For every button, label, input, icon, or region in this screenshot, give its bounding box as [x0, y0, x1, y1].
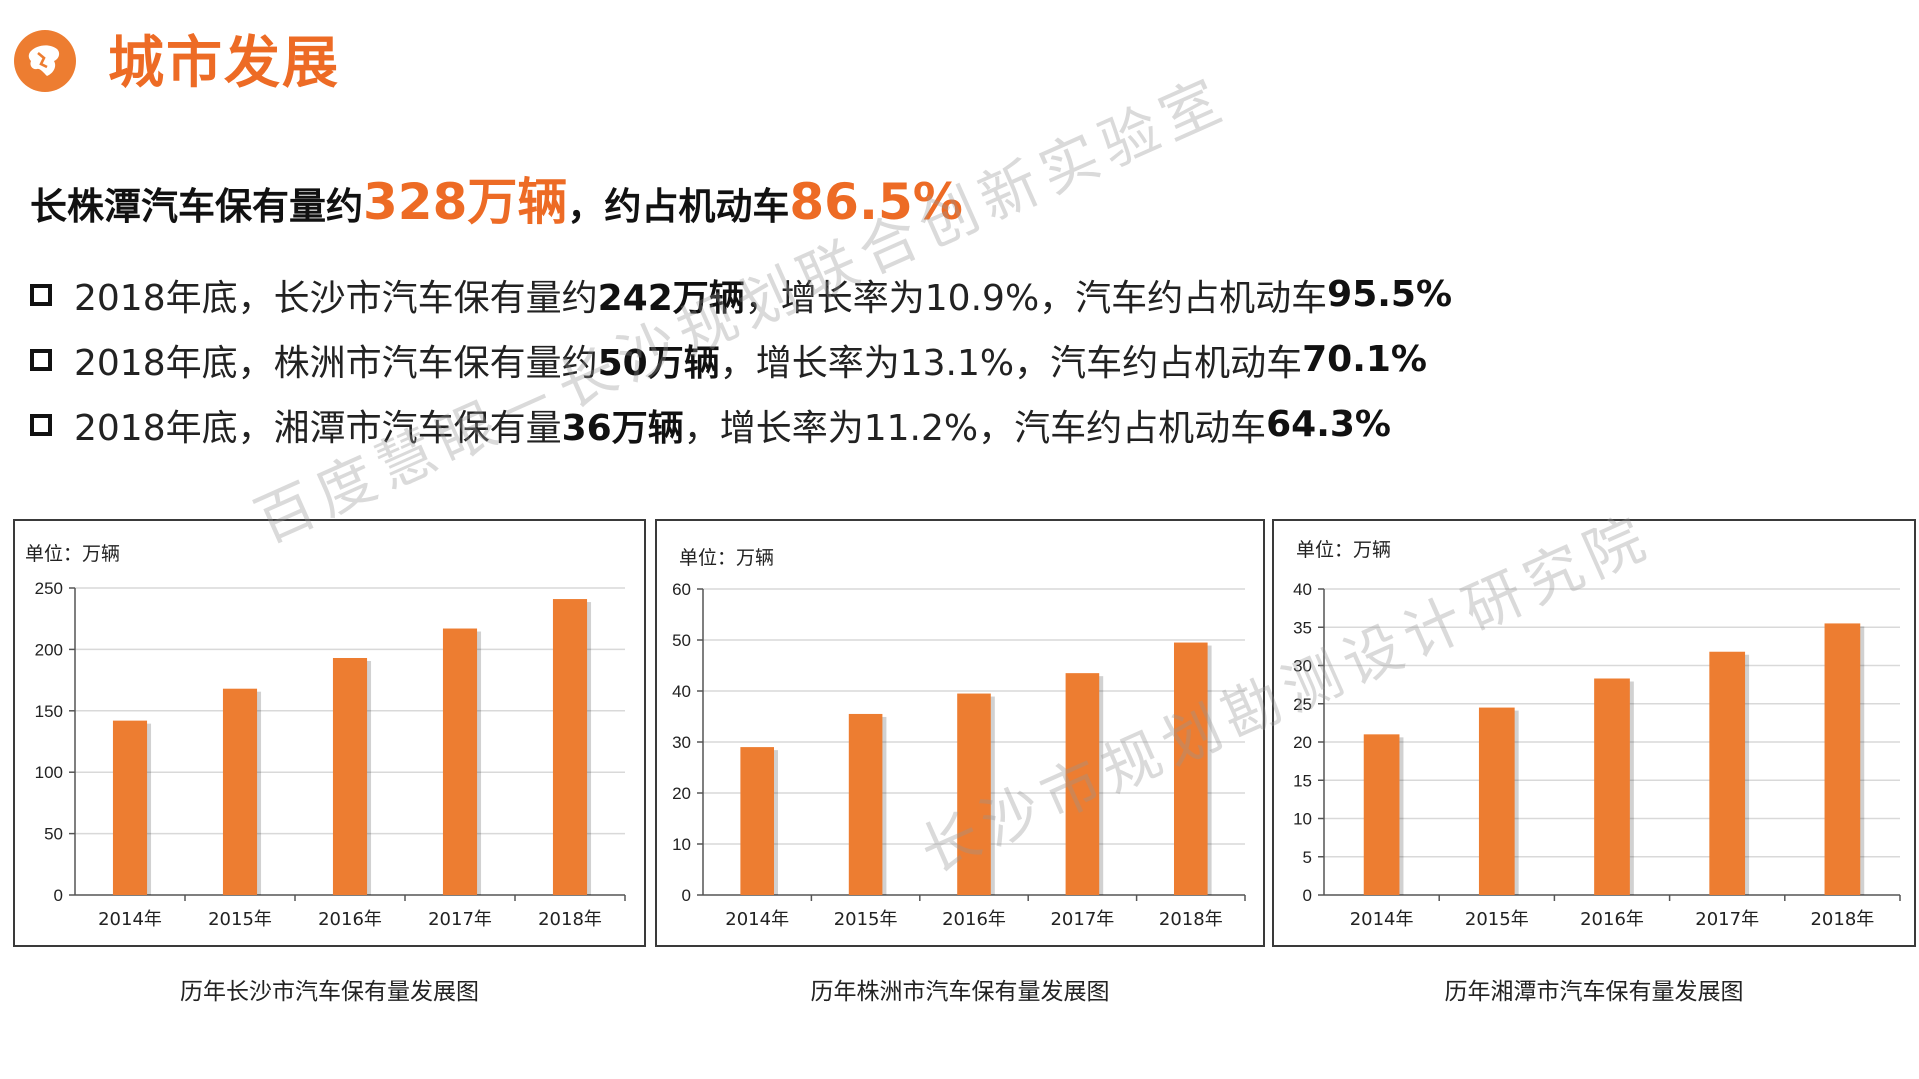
- headline-prefix: 长株潭汽车保有量约: [30, 185, 363, 228]
- x-tick-label: 2018年: [1810, 909, 1874, 930]
- y-tick-label: 20: [1293, 733, 1312, 752]
- x-tick-label: 2016年: [942, 909, 1006, 930]
- bar: [1173, 642, 1208, 895]
- bar: [442, 628, 478, 895]
- bullet-text: ，增长率为13.1%，汽车约占机动车: [719, 342, 1303, 384]
- headline-value-share: 86.5%: [789, 173, 963, 231]
- x-tick-label: 2018年: [1159, 909, 1223, 930]
- bar: [740, 747, 775, 895]
- y-tick-label: 60: [672, 580, 691, 599]
- city-logo-icon: [14, 30, 76, 92]
- y-tick-label: 0: [1303, 886, 1312, 905]
- chart-zhuzhou-svg: 0 10 20 30 40 50 60 2014年 2015年 2016年 2017年 2018年: [672, 580, 1246, 930]
- checkbox-icon: [30, 413, 52, 436]
- y-tick-label: 35: [1293, 618, 1312, 637]
- x-tick-label: 2017年: [1695, 909, 1759, 930]
- y-tick-label: 100: [35, 763, 63, 782]
- y-tick-label: 40: [1293, 580, 1312, 599]
- y-tick-label: 200: [35, 640, 63, 659]
- y-tick-label: 0: [54, 886, 63, 905]
- chart-xiangtan-svg: 0 5 10 15 20 25 30 35 40 2014年 2015年 2016年 2017年 2018…: [1293, 580, 1901, 930]
- bullet-bold-value: 242万辆: [597, 277, 745, 319]
- y-tick-label: 50: [44, 825, 63, 844]
- x-tick-label: 2015年: [208, 909, 272, 930]
- headline-middle: ，约占机动车: [567, 185, 790, 228]
- page-title: 城市发展: [108, 31, 340, 96]
- bullet-bold-value: 95.5%: [1327, 274, 1453, 315]
- bar: [1478, 707, 1515, 895]
- checkbox-icon: [30, 348, 52, 371]
- bullet-zhuzhou: 2018年底，株洲市汽车保有量约 50万辆 ，增长率为13.1%，汽车约占机动车 70…: [30, 327, 1452, 392]
- chart-changsha-svg: 0 50 100 150 200 250 2014年 2015年 2016年 2017年 2018年: [35, 579, 626, 930]
- bullet-text: ，增长率为11.2%，汽车约占机动车: [683, 407, 1267, 449]
- y-tick-label: 50: [672, 631, 691, 650]
- bar: [332, 657, 368, 895]
- x-tick-label: 2014年: [1350, 909, 1414, 930]
- x-tick-label: 2014年: [98, 909, 162, 930]
- y-tick-label: 10: [672, 835, 691, 854]
- y-tick-label: 15: [1293, 771, 1312, 790]
- chart-caption: 历年株洲市汽车保有量发展图: [810, 979, 1110, 1005]
- y-tick-label: 250: [35, 579, 63, 598]
- x-tick-label: 2017年: [1050, 909, 1114, 930]
- bar: [1594, 678, 1630, 895]
- y-tick-label: 40: [672, 682, 691, 701]
- x-tick-label: 2016年: [1580, 909, 1644, 930]
- bullet-text: 2018年底，株洲市汽车保有量约: [74, 342, 598, 384]
- headline: 长株潭汽车保有量约328万辆，约占机动车86.5%: [30, 174, 963, 235]
- bar: [1709, 651, 1746, 895]
- bar: [1065, 673, 1100, 895]
- x-tick-label: 2016年: [318, 909, 382, 930]
- bar: [957, 693, 991, 895]
- y-tick-label: 30: [1293, 657, 1312, 676]
- y-tick-label: 25: [1293, 695, 1312, 714]
- chart-caption: 历年长沙市汽车保有量发展图: [180, 979, 479, 1005]
- x-tick-label: 2014年: [725, 909, 789, 930]
- chart-zhuzhou: 单位：万辆 0 10 20 30 40 50 60 2014年 2015年 2016年 2017年 2…: [655, 519, 1265, 947]
- checkbox-icon: [30, 283, 52, 306]
- bar: [848, 713, 883, 895]
- bar: [1824, 623, 1861, 895]
- chart-xiangtan: 单位：万辆 0 5 10 15 20 25 30 35 40 2014年 2015年 2016年 201…: [1272, 519, 1916, 947]
- bar: [112, 720, 148, 895]
- chart-changsha: 单位：万辆 0 50 100 150 200 250 2014年 2015年 2016年 2017…: [13, 519, 646, 947]
- x-tick-label: 2018年: [538, 909, 602, 930]
- y-tick-label: 5: [1303, 848, 1312, 867]
- x-tick-label: 2015年: [1465, 909, 1529, 930]
- x-tick-label: 2015年: [834, 909, 898, 930]
- y-tick-label: 150: [35, 702, 63, 721]
- bar: [222, 688, 258, 895]
- bullet-changsha: 2018年底，长沙市汽车保有量约 242万辆 ，增长率为10.9%，汽车约占机动车 9…: [30, 262, 1452, 327]
- y-tick-label: 10: [1293, 810, 1312, 829]
- chart-unit-label: 单位：万辆: [679, 547, 775, 569]
- bullet-text: 2018年底，长沙市汽车保有量约: [74, 277, 598, 319]
- bar: [552, 599, 588, 895]
- bullet-bold-value: 64.3%: [1266, 404, 1392, 445]
- y-tick-label: 0: [682, 886, 691, 905]
- bullet-text: ，增长率为10.9%，汽车约占机动车: [744, 277, 1328, 319]
- bullet-list: 2018年底，长沙市汽车保有量约 242万辆 ，增长率为10.9%，汽车约占机动车 9…: [30, 262, 1452, 457]
- chart-unit-label: 单位：万辆: [1296, 539, 1392, 561]
- headline-value-total: 328万辆: [363, 173, 568, 231]
- bar: [1363, 734, 1400, 895]
- chart-unit-label: 单位：万辆: [25, 543, 121, 565]
- y-tick-label: 30: [672, 733, 691, 752]
- x-tick-label: 2017年: [428, 909, 492, 930]
- bullet-xiangtan: 2018年底，湘潭市汽车保有量 36万辆 ，增长率为11.2%，汽车约占机动车 64.…: [30, 392, 1452, 457]
- bullet-bold-value: 70.1%: [1302, 339, 1428, 380]
- chart-caption: 历年湘潭市汽车保有量发展图: [1444, 979, 1744, 1005]
- bullet-bold-value: 50万辆: [597, 342, 720, 384]
- bullet-text: 2018年底，湘潭市汽车保有量: [74, 407, 562, 449]
- bullet-bold-value: 36万辆: [561, 407, 684, 449]
- y-tick-label: 20: [672, 784, 691, 803]
